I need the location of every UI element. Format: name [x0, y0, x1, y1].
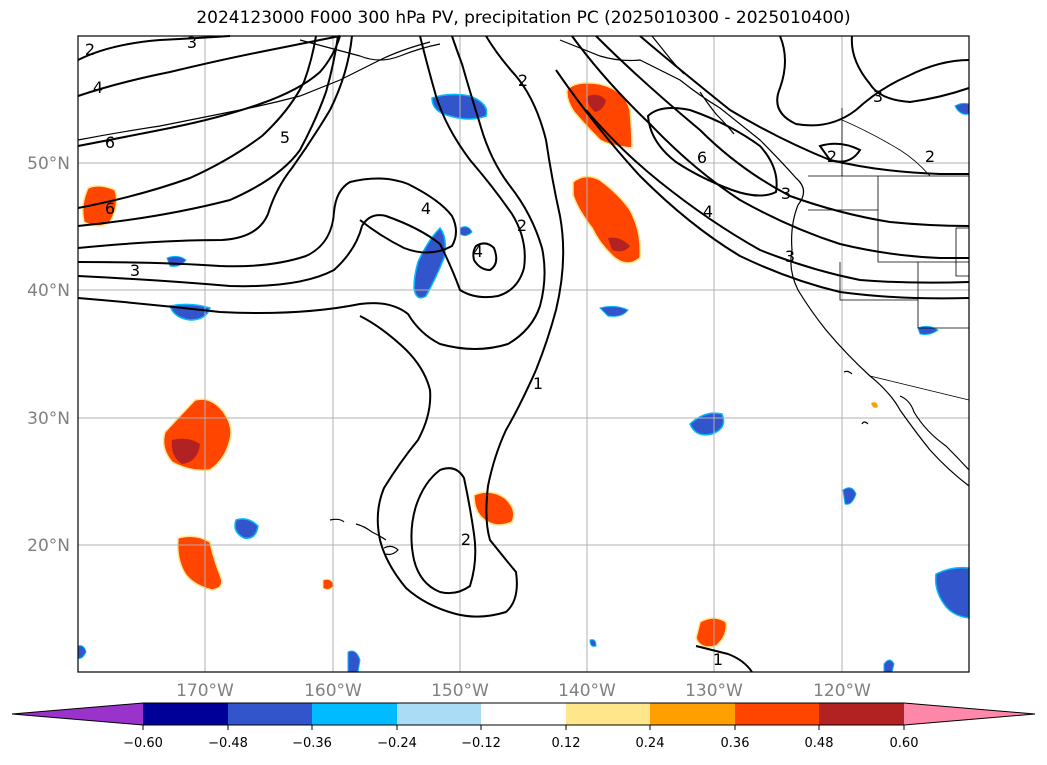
- colorbar-tick-label: −0.24: [377, 736, 417, 751]
- colorbar-tick-label: 0.60: [890, 736, 919, 751]
- contour-label: 6: [697, 148, 707, 167]
- contour-label: 1: [533, 374, 543, 393]
- lon-label: 160°W: [304, 681, 362, 701]
- lat-label: 50°N: [27, 154, 70, 174]
- colorbar: −0.60 −0.48 −0.36 −0.24 −0.12 0.12 0.24 …: [11, 702, 1036, 751]
- colorbar-extend-max: [904, 703, 1035, 725]
- contour-label: 3: [130, 261, 140, 280]
- colorbar-segment: [312, 703, 397, 725]
- contour-label: 2: [827, 147, 837, 166]
- colorbar-tick-label: 0.48: [805, 736, 834, 751]
- contour-label: 3: [781, 184, 791, 203]
- map-title: 2024123000 F000 300 hPa PV, precipitatio…: [196, 8, 851, 28]
- contour-label: 4: [421, 199, 431, 218]
- colorbar-segment: [566, 703, 650, 725]
- lat-label: 40°N: [27, 281, 70, 301]
- contour-label: 6: [105, 133, 115, 152]
- colorbar-extend-min: [12, 703, 143, 725]
- colorbar-tick-label: 0.36: [721, 736, 750, 751]
- colorbar-segment: [650, 703, 735, 725]
- map-panel: 2 3 4 6 5 2 4 4 2 2 6 4 3 3 2 3 1 2 1 6 …: [77, 33, 970, 673]
- longitude-labels: 170°W 160°W 150°W 140°W 130°W 120°W: [176, 681, 871, 701]
- contour-label: 2: [925, 147, 935, 166]
- colorbar-segment: [228, 703, 312, 725]
- lon-label: 130°W: [685, 681, 743, 701]
- contour-label: 3: [873, 87, 883, 106]
- pv-contours: [77, 35, 970, 673]
- latitude-labels: 50°N 40°N 30°N 20°N: [27, 154, 70, 556]
- lon-label: 150°W: [431, 681, 489, 701]
- map-frame: [77, 35, 970, 673]
- colorbar-tick-label: −0.36: [292, 736, 332, 751]
- contour-label: 2: [517, 216, 527, 235]
- lat-label: 20°N: [27, 536, 70, 556]
- contour-label: 5: [280, 128, 290, 147]
- colorbar-segment: [481, 703, 566, 725]
- contour-label: 4: [93, 78, 103, 97]
- contour-label: 2: [85, 40, 95, 59]
- colorbar-segment: [735, 703, 819, 725]
- contour-label: 1: [713, 650, 723, 669]
- colorbar-tick-label: 0.12: [552, 736, 581, 751]
- colorbar-segment: [397, 703, 481, 725]
- colorbar-tick-label: 0.24: [636, 736, 665, 751]
- contour-label: 2: [461, 530, 471, 549]
- pv-contour-labels: 2 3 4 6 5 2 4 4 2 2 6 4 3 3 2 3 1 2 1 6 …: [85, 33, 935, 669]
- contour-label: 2: [518, 71, 528, 90]
- precip-shading: [77, 82, 970, 673]
- lon-label: 170°W: [176, 681, 234, 701]
- colorbar-segment: [143, 703, 228, 725]
- colorbar-segment: [819, 703, 904, 725]
- colorbar-tick-label: −0.60: [123, 736, 163, 751]
- colorbar-tick-label: −0.12: [461, 736, 501, 751]
- contour-label: 3: [785, 247, 795, 266]
- lon-label: 140°W: [558, 681, 616, 701]
- contour-label: 6: [105, 199, 115, 218]
- lon-label: 120°W: [813, 681, 871, 701]
- contour-label: 4: [473, 242, 483, 261]
- colorbar-tick-label: −0.48: [208, 736, 248, 751]
- contour-label: 3: [187, 33, 197, 52]
- contour-label: 4: [703, 202, 713, 221]
- lat-label: 30°N: [27, 409, 70, 429]
